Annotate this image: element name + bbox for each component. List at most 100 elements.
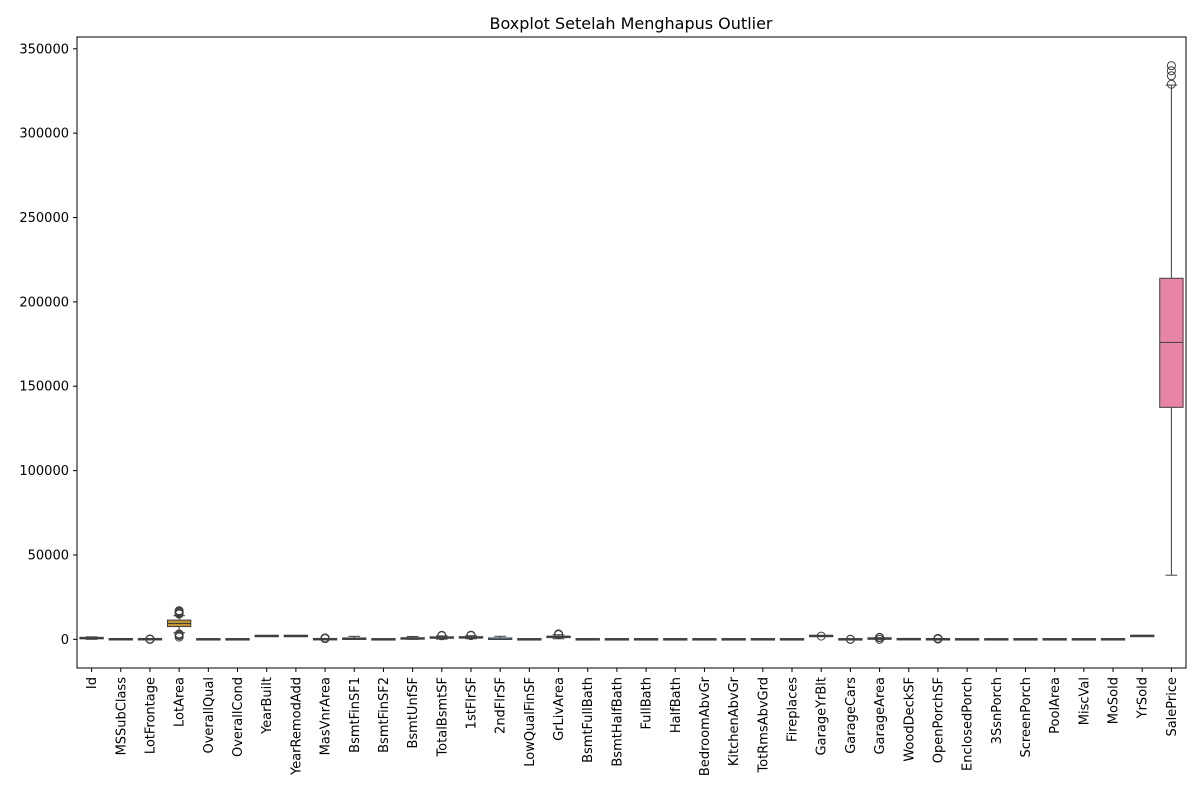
x-tick-label: GrLivArea [552, 677, 567, 741]
x-tick-label: TotalBsmtSF [435, 677, 450, 758]
x-tick-label: 2ndFlrSF [494, 677, 509, 734]
box-20 [663, 638, 688, 641]
box-24 [779, 638, 805, 641]
x-tick-label: YearRemodAdd [289, 677, 304, 776]
x-tick-label: BedroomAbvGr [698, 676, 713, 776]
x-tick-label: YrSold [1136, 677, 1151, 719]
y-axis: 0 50000 100000 150000 200000 250000 300000 3500… [19, 42, 77, 648]
x-tick-label: BsmtFinSF1 [348, 677, 363, 753]
x-tick-label: MasVnrArea [319, 677, 334, 755]
box-17 [575, 638, 600, 641]
box-2 [137, 634, 163, 644]
x-tick-label: Id [85, 677, 100, 689]
x-tick-label: 1stFlrSF [464, 677, 479, 729]
y-tick-label: 200000 [19, 295, 69, 310]
outlier-point [933, 633, 943, 643]
plot-area [79, 61, 1184, 644]
outlier-point [174, 629, 184, 639]
box-9 [342, 635, 367, 640]
box-31 [984, 638, 1009, 641]
x-tick-label: SalePrice [1165, 677, 1180, 737]
outlier-point [816, 631, 826, 641]
box-29 [925, 633, 951, 644]
x-tick-label: MiscVal [1077, 677, 1092, 725]
box-22 [721, 638, 746, 641]
outlier-point [875, 632, 885, 642]
box-12 [429, 630, 454, 641]
box-16 [546, 629, 571, 640]
box-11 [400, 635, 425, 640]
x-tick-label: LotFrontage [143, 677, 158, 754]
box-3 [166, 606, 192, 642]
box-21 [692, 638, 717, 641]
x-tick-label: GarageArea [873, 677, 888, 755]
x-tick-label: BsmtHalfBath [610, 677, 625, 767]
x-tick-label: TotRmsAbvGrd [756, 677, 771, 774]
y-tick-label: 150000 [19, 380, 69, 395]
box-10 [371, 638, 396, 641]
box-5 [225, 638, 250, 641]
x-tick-label: Fireplaces [786, 677, 801, 742]
outlier-point [437, 630, 447, 640]
x-tick-label: GarageYrBlt [815, 677, 830, 756]
box-19 [633, 638, 659, 641]
x-tick-label: MSSubClass [114, 677, 129, 756]
box-13 [458, 630, 484, 641]
box-37 [1159, 61, 1184, 576]
chart-title: Boxplot Setelah Menghapus Outlier [489, 14, 772, 33]
box-34 [1071, 638, 1097, 641]
outlier-point [1166, 71, 1176, 81]
box-15 [517, 638, 542, 641]
x-tick-label: EnclosedPorch [961, 677, 976, 771]
box-33 [1042, 638, 1067, 641]
box-36 [1130, 634, 1155, 638]
x-tick-label: HalfBath [669, 677, 684, 733]
box-26 [838, 634, 863, 644]
x-axis: Id MSSubClass LotFrontage LotArea OverallQua… [85, 668, 1180, 776]
outlier-point [554, 629, 564, 639]
box-30 [954, 638, 980, 641]
outlier-point [845, 634, 855, 644]
outlier-point [320, 633, 330, 643]
x-tick-label: WoodDeckSF [902, 677, 917, 762]
x-tick-label: KitchenAbvGr [727, 676, 742, 766]
box-7 [283, 634, 309, 638]
x-tick-label: PoolArea [1048, 677, 1063, 734]
box-27 [867, 632, 892, 644]
x-tick-label: GarageCars [844, 677, 859, 754]
box-0 [79, 636, 104, 640]
box-8 [312, 633, 338, 644]
y-tick-label: 350000 [19, 42, 69, 57]
box-25 [809, 631, 834, 641]
box-6 [254, 634, 279, 638]
x-tick-label: LowQualFinSF [523, 677, 538, 767]
x-tick-label: YearBuilt [260, 677, 275, 735]
y-tick-label: 50000 [28, 548, 69, 563]
box-1 [108, 637, 133, 641]
x-tick-label: OverallCond [231, 677, 246, 757]
box-18 [604, 638, 630, 641]
x-tick-label: MoSold [1107, 677, 1122, 724]
x-tick-label: 3SsnPorch [990, 677, 1005, 744]
box-23 [750, 638, 776, 641]
box-14 [487, 635, 513, 640]
y-tick-label: 100000 [19, 464, 69, 479]
y-tick-label: 250000 [19, 211, 69, 226]
box-35 [1100, 638, 1126, 641]
x-tick-label: BsmtUnfSF [406, 677, 421, 749]
outlier-point [1166, 66, 1176, 76]
outlier-point [145, 634, 155, 644]
box-4 [196, 638, 221, 641]
x-tick-label: ScreenPorch [1019, 677, 1034, 757]
x-tick-label: OverallQual [202, 677, 217, 754]
plot-frame [76, 36, 1187, 669]
y-tick-label: 300000 [19, 127, 69, 142]
x-tick-label: BsmtFullBath [581, 677, 596, 763]
x-tick-label: LotArea [173, 677, 188, 727]
y-tick-label: 0 [61, 633, 69, 648]
x-tick-label: BsmtFinSF2 [377, 677, 392, 753]
x-tick-label: OpenPorchSF [931, 677, 946, 763]
box-28 [896, 637, 921, 641]
outlier-point [466, 630, 476, 640]
